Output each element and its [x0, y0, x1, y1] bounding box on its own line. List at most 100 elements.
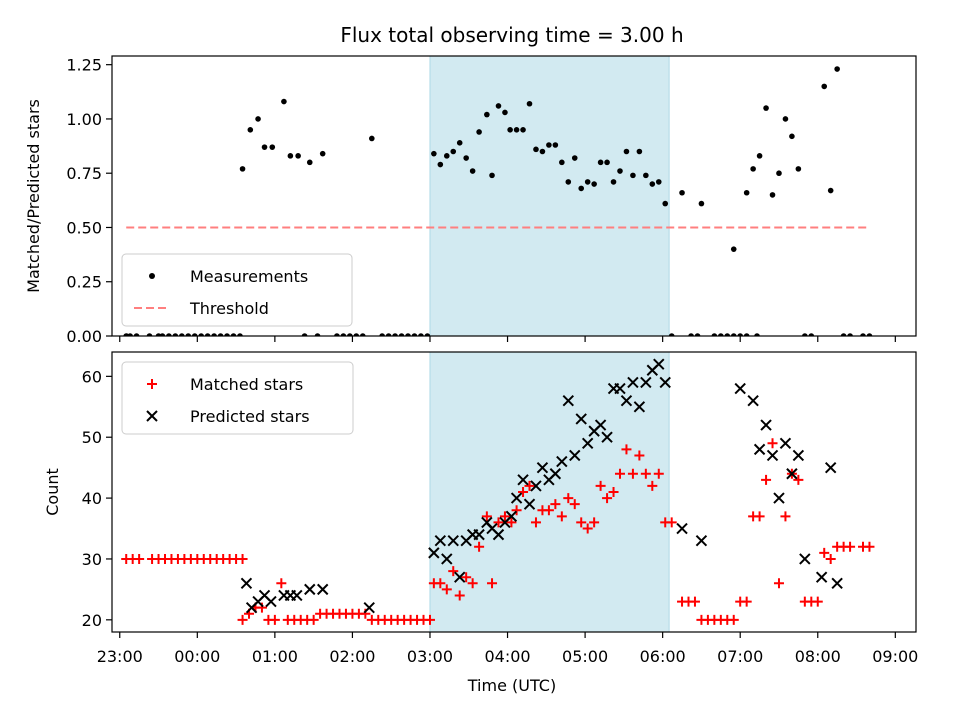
- x-tick-label: 07:00: [717, 647, 763, 666]
- predicted-star-point: [291, 589, 303, 602]
- measurement-point: [437, 161, 444, 168]
- measurement-point: [840, 333, 847, 336]
- predicted-star-point: [640, 376, 652, 389]
- predicted-star-point: [454, 571, 466, 583]
- matched-star-point: [481, 511, 492, 522]
- predicted-star-point: [492, 528, 505, 541]
- measurement-point: [127, 333, 133, 336]
- matched-star-point: [793, 474, 804, 485]
- measurement-point: [306, 159, 313, 166]
- y-axis-label: Matched/Predicted stars: [24, 99, 43, 293]
- x-tick-label: 05:00: [562, 647, 608, 666]
- measurement-point: [559, 159, 565, 166]
- measurement-point: [834, 66, 840, 72]
- predicted-star-point: [428, 547, 440, 559]
- matched-star-point: [627, 468, 638, 479]
- legend-box: [121, 361, 354, 435]
- x-tick-label: 04:00: [484, 647, 530, 666]
- predicted-star-point: [760, 419, 772, 431]
- measurement-point: [866, 333, 873, 336]
- measurement-point: [443, 153, 450, 159]
- measurement-point: [217, 333, 224, 336]
- predicted-star-point: [633, 401, 646, 413]
- predicted-star-point: [316, 583, 329, 596]
- measurement-point: [565, 179, 572, 185]
- predicted-star-point: [556, 455, 568, 468]
- y-tick-label: 0.00: [66, 327, 102, 346]
- y-tick-label: 40: [82, 489, 102, 508]
- matched-star-point: [728, 614, 739, 625]
- predicted-star-point: [786, 468, 798, 480]
- measurement-point: [353, 333, 360, 336]
- measurement-point: [679, 189, 685, 196]
- matched-star-point: [689, 596, 700, 607]
- measurement-point: [287, 153, 294, 159]
- predicted-star-point: [753, 443, 766, 456]
- data-marks: [121, 358, 875, 625]
- measurement-point: [630, 172, 636, 179]
- measurement-point: [743, 333, 750, 336]
- predicted-star-point: [569, 449, 581, 462]
- legend-marker-x: [146, 410, 158, 422]
- measurement-point: [698, 200, 705, 207]
- measurement-point: [662, 200, 669, 207]
- matched-star-point: [474, 541, 485, 552]
- predicted-star-point: [747, 394, 759, 407]
- predicted-star-point: [575, 413, 587, 425]
- matched-star-point: [780, 511, 791, 522]
- predicted-star-point: [766, 449, 779, 462]
- predicted-star-point: [523, 498, 536, 510]
- legend-label: Measurements: [190, 267, 308, 286]
- measurement-point: [782, 116, 789, 122]
- measurement-point: [617, 168, 623, 174]
- measurement-point: [694, 333, 701, 336]
- axes-frame: [111, 55, 917, 337]
- matched-star-point: [530, 517, 541, 528]
- measurement-point: [718, 333, 724, 336]
- matched-star-point: [276, 578, 287, 589]
- y-tick-label: 0.25: [66, 273, 102, 292]
- matched-star-point: [825, 553, 836, 564]
- predicted-star-point: [773, 492, 785, 504]
- matched-star-point: [511, 505, 522, 516]
- measurement-point: [860, 333, 866, 336]
- measurement-point: [502, 109, 508, 116]
- measurement-point: [489, 172, 495, 179]
- predicted-star-point: [799, 553, 811, 565]
- matched-star-point: [424, 614, 435, 625]
- measurement-point: [237, 333, 243, 336]
- matched-star-point: [556, 511, 567, 522]
- measurement-point: [411, 333, 418, 336]
- measurement-point: [604, 159, 610, 166]
- measurement-point: [172, 333, 179, 336]
- measurement-point: [655, 179, 662, 185]
- y-tick-label: 50: [82, 428, 102, 447]
- predicted-star-point: [549, 468, 562, 480]
- matched-star-point: [237, 614, 248, 625]
- matched-star-point: [550, 499, 561, 510]
- measurement-point: [133, 333, 140, 336]
- matched-star-point: [754, 511, 765, 522]
- matched-star-point: [237, 553, 248, 564]
- measurement-point: [484, 111, 490, 118]
- matched-star-point: [543, 505, 554, 516]
- predicted-star-point: [659, 376, 671, 389]
- y-tick-label: 60: [82, 367, 102, 386]
- predicted-star-point: [581, 437, 594, 450]
- measurement-point: [552, 142, 559, 148]
- y-tick-label: 1.00: [66, 110, 102, 129]
- measurement-point: [827, 187, 834, 194]
- predicted-star-point: [620, 394, 633, 407]
- measurement-point: [239, 166, 246, 172]
- measurement-point: [636, 148, 643, 155]
- matched-star-point: [506, 517, 517, 528]
- measurement-point: [526, 100, 533, 107]
- matched-star-point: [621, 444, 632, 455]
- predicted-star-point: [594, 419, 607, 431]
- measurement-point: [750, 166, 756, 172]
- measurement-point: [198, 333, 204, 336]
- measurement-point: [334, 333, 340, 336]
- measurement-point: [649, 181, 656, 187]
- matched-star-point: [595, 480, 606, 491]
- predicted-star-point: [473, 528, 485, 541]
